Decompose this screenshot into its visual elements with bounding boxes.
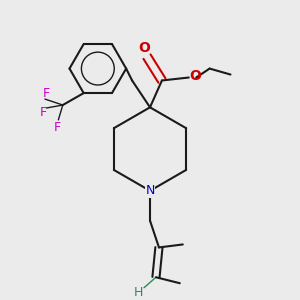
Text: H: H (134, 286, 143, 299)
Text: F: F (53, 121, 60, 134)
Text: O: O (138, 41, 150, 55)
Text: F: F (43, 87, 50, 100)
Text: N: N (145, 184, 155, 197)
Text: F: F (40, 106, 47, 119)
Text: O: O (189, 69, 201, 83)
